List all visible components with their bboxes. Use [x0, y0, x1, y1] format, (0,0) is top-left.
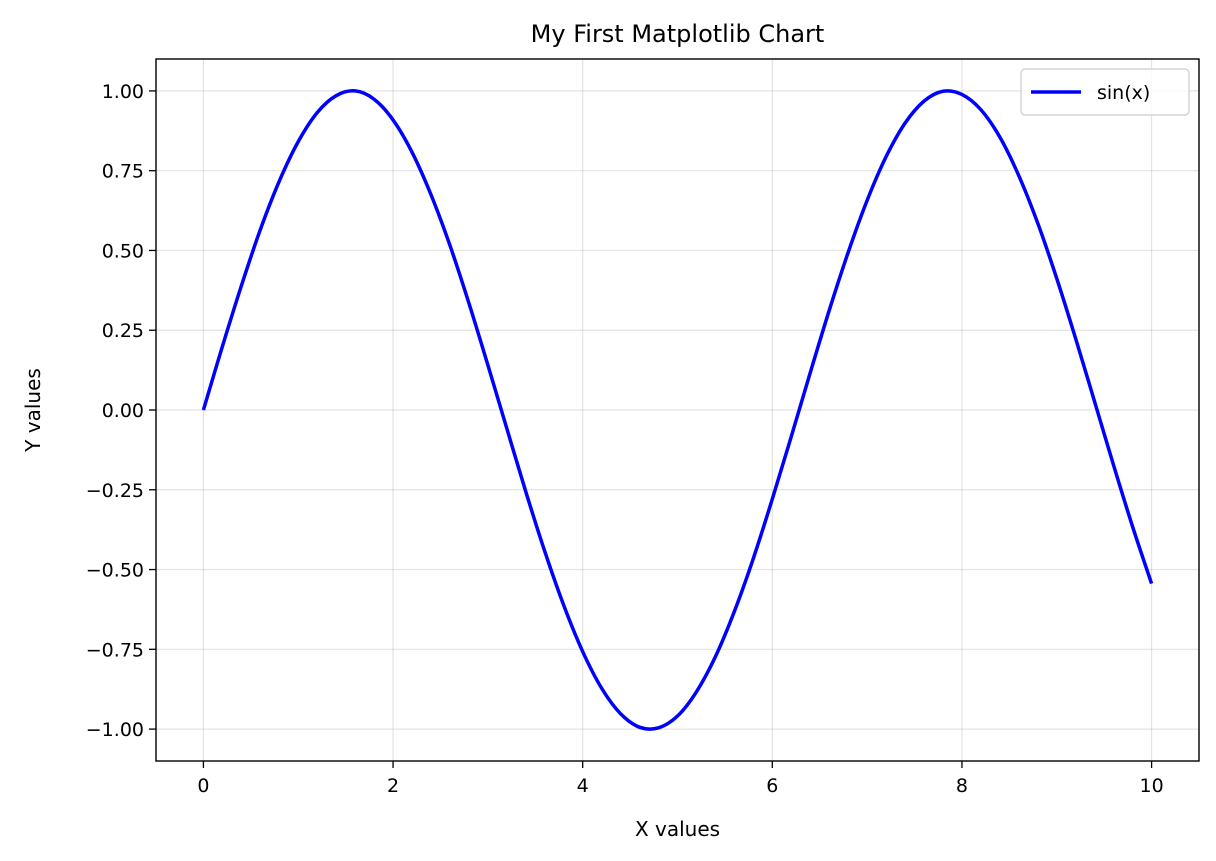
x-tick-label: 6 — [766, 775, 778, 797]
y-tick-label: −0.75 — [86, 639, 144, 661]
ticks: 0 2 4 6 8 10 −1.00 −0.75 −0.50 −0.25 0.00 0.25 0.50 0… — [86, 81, 1164, 797]
y-tick-label: −1.00 — [86, 719, 144, 741]
chart-title: My First Matplotlib Chart — [531, 20, 825, 48]
series-line-sin — [201, 89, 1154, 731]
legend-label: sin(x) — [1097, 82, 1150, 104]
y-tick-label: −0.50 — [86, 560, 144, 582]
y-tick-label: 0.00 — [102, 400, 144, 422]
legend-box — [1020, 68, 1190, 116]
x-tick-label: 2 — [387, 775, 399, 797]
grid — [156, 59, 1199, 761]
legend: sin(x) — [1020, 68, 1190, 116]
y-tick-label: 0.50 — [102, 240, 144, 262]
x-tick-label: 10 — [1139, 775, 1163, 797]
series-layer — [201, 89, 1154, 731]
x-tick-label: 4 — [577, 775, 589, 797]
x-axis-label: X values — [635, 817, 720, 841]
y-tick-label: 0.75 — [102, 161, 144, 183]
y-axis-label: Y values — [21, 368, 45, 453]
y-tick-label: 1.00 — [102, 81, 144, 103]
y-tick-label: −0.25 — [86, 480, 144, 502]
x-tick-label: 8 — [956, 775, 968, 797]
x-tick-label: 0 — [197, 775, 209, 797]
y-tick-label: 0.25 — [102, 320, 144, 342]
